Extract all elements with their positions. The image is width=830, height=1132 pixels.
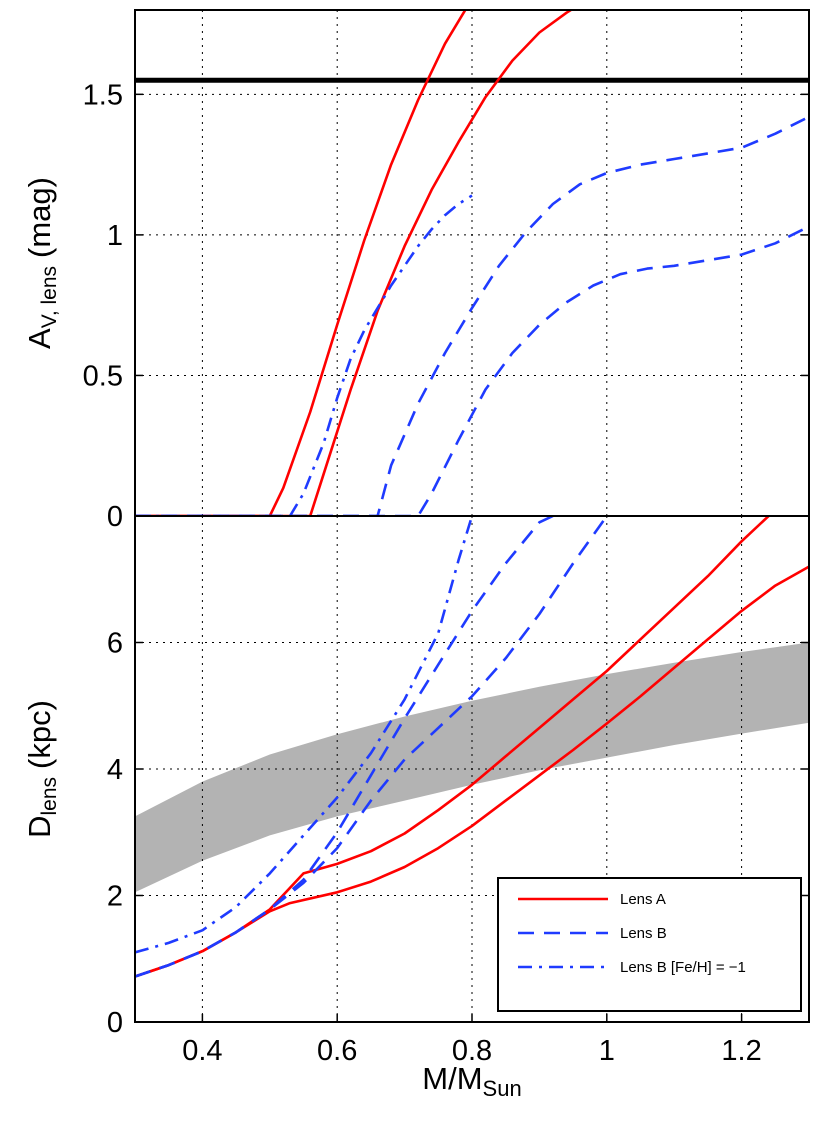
x-axis-label-main: M/M — [422, 1061, 482, 1096]
x-tick-label: 1 — [599, 1035, 615, 1067]
legend-label-lens-b: Lens B — [620, 925, 667, 942]
legend: Lens A Lens B Lens B [Fe/H] = −1 — [497, 877, 802, 1012]
bottom-x-ticks: 0.4 0.6 0.8 1 1.2 — [182, 1014, 762, 1067]
y-tick-label: 0 — [107, 1007, 123, 1039]
bottom-y-axis-label-sub: lens — [38, 777, 61, 816]
top-y-axis-label-sub: V, lens — [38, 266, 61, 328]
bottom-series-group — [135, 516, 809, 978]
top-series-dashdot-4 — [135, 194, 473, 516]
x-tick-label: 0.6 — [317, 1035, 357, 1067]
top-y-ticks: 0 0.5 1 1.5 — [83, 79, 809, 533]
top-y-axis-label: AV, lens (mag) — [22, 177, 61, 349]
top-gridlines — [135, 10, 809, 516]
y-tick-label: 1.5 — [83, 79, 123, 111]
top-panel: 0 0.5 1 1.5 AV, lens (mag) — [22, 9, 810, 533]
bottom-series-solid-1 — [135, 565, 809, 978]
bottom-plot-frame — [134, 515, 810, 1023]
y-tick-label: 1 — [107, 220, 123, 252]
bottom-band-group — [135, 642, 809, 893]
legend-label-lens-a: Lens A — [620, 891, 666, 908]
distance-band — [135, 642, 809, 893]
bottom-panel: 0 2 4 6 0.4 0.6 0.8 1 1.2 Dlens (kpc) M/MSun Len… — [22, 515, 810, 1101]
bottom-y-axis-label-main: D — [22, 816, 57, 838]
y-tick-label: 6 — [107, 628, 123, 660]
bottom-y-axis-label: Dlens (kpc) — [22, 700, 61, 838]
top-series-dashed-2 — [135, 115, 809, 516]
y-tick-label: 0 — [107, 501, 123, 533]
x-axis-label-sub: Sun — [483, 1076, 522, 1101]
x-tick-label: 0.8 — [452, 1035, 492, 1067]
bottom-y-ticks: 0 2 4 6 — [107, 628, 809, 1039]
y-tick-label: 2 — [107, 881, 123, 913]
y-tick-label: 4 — [107, 754, 123, 786]
x-axis-label: M/MSun — [422, 1061, 521, 1101]
x-tick-label: 1.2 — [721, 1035, 761, 1067]
bottom-series-dashed-3 — [135, 516, 608, 978]
legend-label-lens-b-feh: Lens B [Fe/H] = −1 — [620, 959, 746, 976]
top-series-dashed-3 — [135, 225, 809, 516]
y-tick-label: 0.5 — [83, 360, 123, 392]
top-series-solid-1 — [135, 10, 574, 516]
top-y-axis-label-unit: (mag) — [22, 177, 57, 258]
top-y-axis-label-main: A — [22, 328, 57, 349]
bottom-series-dashdot-4 — [135, 516, 474, 954]
x-tick-label: 0.4 — [182, 1035, 222, 1067]
bottom-y-axis-label-unit: (kpc) — [22, 700, 57, 769]
top-series-solid-0 — [135, 10, 467, 516]
top-series-group — [135, 10, 809, 516]
